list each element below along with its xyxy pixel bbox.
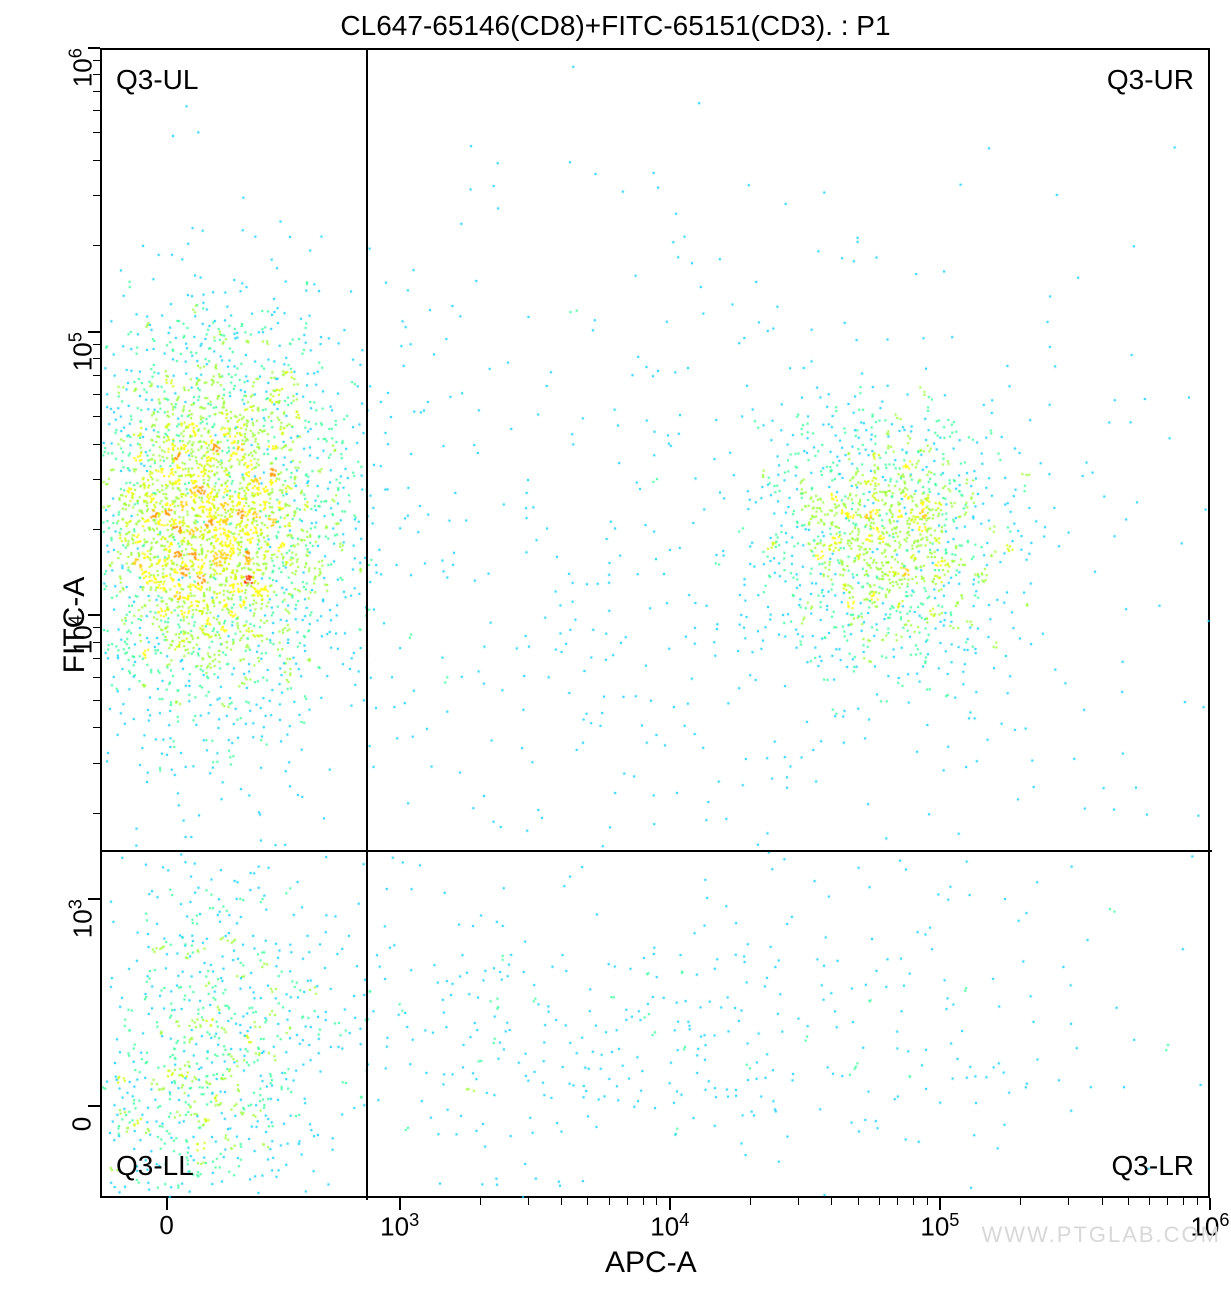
quadrant-label-lr: Q3-LR (1112, 1150, 1194, 1182)
flow-cytometry-plot: CL647-65146(CD8)+FITC-65151(CD3). : P1 Q… (0, 0, 1231, 1293)
quadrant-gate-vertical (366, 50, 368, 1200)
x-axis-label: APC-A (605, 1246, 697, 1280)
watermark: WWW.PTGLAB.COM (982, 1222, 1221, 1248)
chart-title: CL647-65146(CD8)+FITC-65151(CD3). : P1 (340, 10, 890, 42)
scatter-canvas (102, 50, 1212, 1200)
plot-area: Q3-UL Q3-UR Q3-LL Q3-LR (100, 48, 1210, 1198)
quadrant-gate-horizontal (102, 850, 1212, 852)
x-tick-label: 0 (159, 1210, 173, 1241)
y-tick-label: 0 (67, 1094, 98, 1154)
x-tick-label: 105 (920, 1210, 959, 1243)
quadrant-label-ll: Q3-LL (116, 1150, 194, 1182)
quadrant-label-ul: Q3-UL (116, 64, 198, 96)
x-tick-label: 104 (650, 1210, 689, 1243)
x-tick-label: 103 (380, 1210, 419, 1243)
quadrant-label-ur: Q3-UR (1107, 64, 1194, 96)
